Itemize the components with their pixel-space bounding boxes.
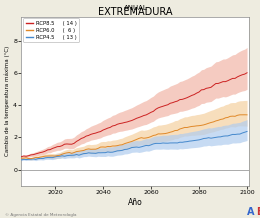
Text: A: A [247,207,255,217]
Title: EXTREMADURA: EXTREMADURA [98,7,173,17]
Text: ANUAL: ANUAL [124,5,147,11]
Legend: RCP8.5     ( 14 ), RCP6.0     (  6 ), RCP4.5     ( 13 ): RCP8.5 ( 14 ), RCP6.0 ( 6 ), RCP4.5 ( 13… [23,18,79,42]
X-axis label: Año: Año [128,198,143,207]
Text: © Agencia Estatal de Meteorología: © Agencia Estatal de Meteorología [5,213,77,217]
Text: E: E [256,207,260,217]
Y-axis label: Cambio de la temperatura máxima (°C): Cambio de la temperatura máxima (°C) [5,46,10,156]
